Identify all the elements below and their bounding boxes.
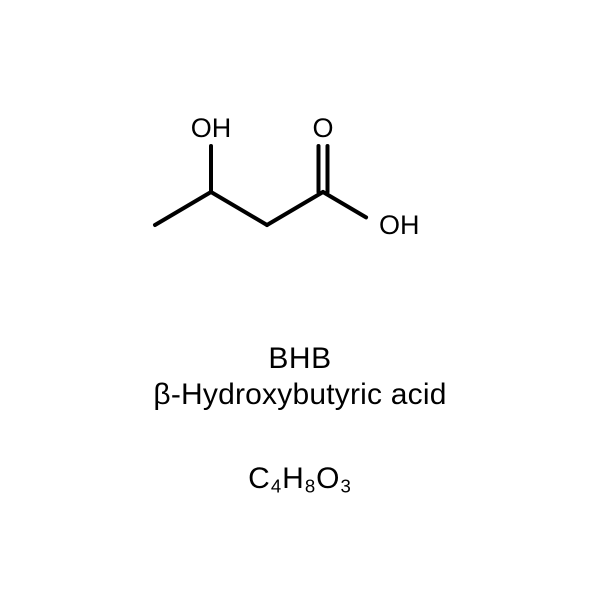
skeletal-structure: O OH OH (0, 0, 600, 600)
compound-name: β-Hydroxybutyric acid (0, 378, 600, 412)
molecular-formula: C4H8O3 (0, 462, 600, 498)
svg-text:O: O (312, 113, 333, 143)
svg-text:OH: OH (191, 113, 232, 143)
svg-text:OH: OH (379, 210, 420, 240)
figure: { "chem": { "type": "chemical-structure"… (0, 0, 600, 600)
compound-abbrev: BHB (0, 342, 600, 376)
